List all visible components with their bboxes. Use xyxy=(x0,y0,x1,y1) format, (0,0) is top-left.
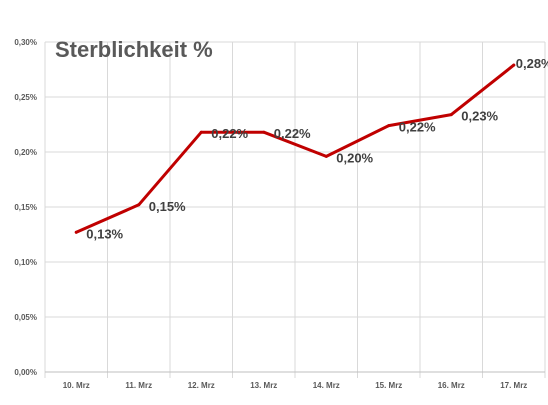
y-tick-label: 0,05% xyxy=(14,313,37,322)
data-label: 0,15% xyxy=(149,199,186,214)
x-tick-label: 14. Mrz xyxy=(313,381,340,390)
chart-title: Sterblichkeit % xyxy=(55,37,213,62)
gridlines xyxy=(44,41,546,378)
data-label: 0,23% xyxy=(461,109,498,124)
x-tick-label: 11. Mrz xyxy=(125,381,152,390)
y-tick-labels: 0,00% 0,05% 0,10% 0,15% 0,20% 0,25% 0,30% xyxy=(14,38,37,377)
data-point xyxy=(199,130,203,134)
data-label: 0,22% xyxy=(274,126,311,141)
x-tick-labels: 10. Mrz 11. Mrz 12. Mrz 13. Mrz 14. Mrz 15. M… xyxy=(63,381,528,390)
y-tick-label: 0,20% xyxy=(14,148,37,157)
x-tick-label: 12. Mrz xyxy=(188,381,215,390)
x-tick-label: 13. Mrz xyxy=(250,381,277,390)
data-label: 0,22% xyxy=(211,126,248,141)
data-label: 0,22% xyxy=(399,120,436,135)
data-label: 0,20% xyxy=(336,150,373,165)
data-labels: 0,13% 0,15% 0,22% 0,22% 0,20% 0,22% 0,23% 0,28% xyxy=(86,56,548,241)
data-point xyxy=(387,124,391,128)
y-tick-label: 0,30% xyxy=(14,38,37,47)
data-point xyxy=(262,130,266,134)
series-line xyxy=(74,63,516,234)
data-point xyxy=(74,230,78,234)
data-label: 0,28% xyxy=(516,56,548,71)
data-point xyxy=(449,113,453,117)
y-tick-label: 0,00% xyxy=(14,368,37,377)
data-point xyxy=(137,203,141,207)
y-tick-label: 0,25% xyxy=(14,93,37,102)
data-label: 0,13% xyxy=(86,226,123,241)
data-point xyxy=(512,63,516,67)
x-tick-label: 17. Mrz xyxy=(500,381,527,390)
y-tick-label: 0,10% xyxy=(14,258,37,267)
y-tick-label: 0,15% xyxy=(14,203,37,212)
series-lines xyxy=(74,63,516,234)
x-tick-label: 15. Mrz xyxy=(375,381,402,390)
x-tick-label: 16. Mrz xyxy=(438,381,465,390)
x-tick-label: 10. Mrz xyxy=(63,381,90,390)
data-point xyxy=(324,154,328,158)
